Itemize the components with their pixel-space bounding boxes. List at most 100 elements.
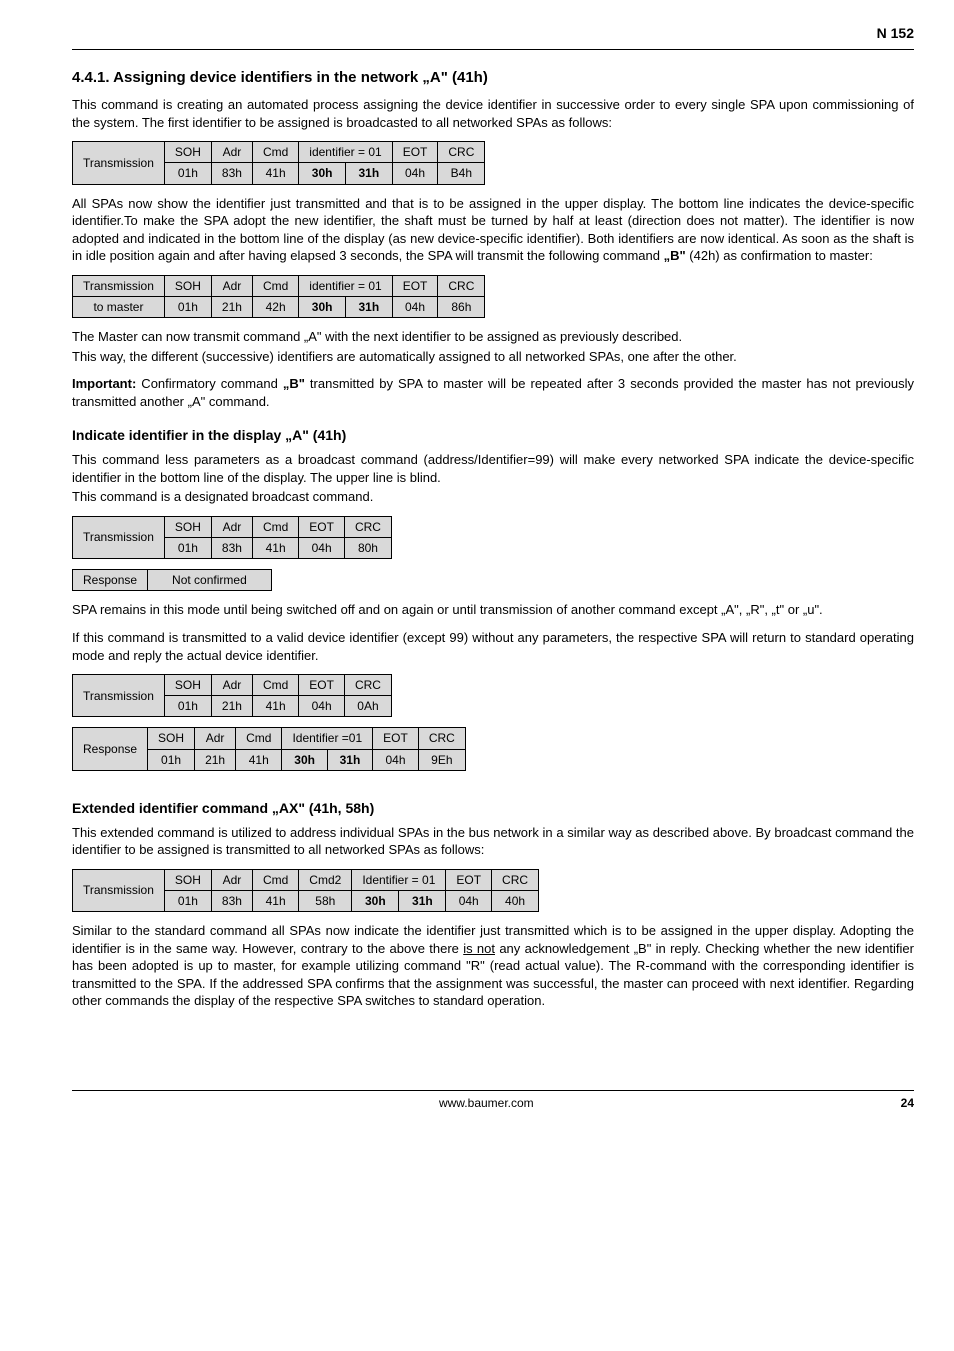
s441-para4: This way, the different (successive) ide… <box>72 348 914 366</box>
cell: 04h <box>392 296 438 317</box>
cell: Cmd <box>252 275 298 296</box>
cell: Transmission <box>73 675 165 717</box>
extended-para2: Similar to the standard command all SPAs… <box>72 922 914 1010</box>
cell: 41h <box>236 749 282 770</box>
cell: 86h <box>438 296 485 317</box>
cell: 0Ah <box>344 696 391 717</box>
cell: CRC <box>344 675 391 696</box>
cell: CRC <box>492 869 539 890</box>
cell: Transmission <box>73 142 165 184</box>
cell: 41h <box>252 538 298 559</box>
cell: 41h <box>252 696 298 717</box>
extended-para1: This extended command is utilized to add… <box>72 824 914 859</box>
cell: 31h <box>345 163 392 184</box>
cell: 01h <box>164 891 211 912</box>
cell: Not confirmed <box>148 570 272 591</box>
cell: 01h <box>164 163 211 184</box>
cell: to master <box>73 296 165 317</box>
cell: 30h <box>299 296 346 317</box>
text-bold: Important: <box>72 376 136 391</box>
cell: 83h <box>211 538 252 559</box>
extended-table1: Transmission SOH Adr Cmd Cmd2 Identifier… <box>72 869 539 912</box>
cell: SOH <box>164 142 211 163</box>
cell: 04h <box>373 749 419 770</box>
s441-para5: Important: Confirmatory command „B" tran… <box>72 375 914 410</box>
cell: 01h <box>164 696 211 717</box>
cell: 04h <box>392 163 438 184</box>
top-rule <box>72 49 914 50</box>
footer-page: 24 <box>901 1095 914 1111</box>
cell: EOT <box>299 675 345 696</box>
cell: Adr <box>211 142 252 163</box>
cell: 30h <box>299 163 346 184</box>
cell: 83h <box>211 163 252 184</box>
cell: Transmission <box>73 516 165 558</box>
cell: CRC <box>438 275 485 296</box>
cell: 04h <box>446 891 492 912</box>
cell: 80h <box>344 538 391 559</box>
cell: SOH <box>164 675 211 696</box>
text-bold: „B" <box>283 376 305 391</box>
cell: EOT <box>446 869 492 890</box>
cell: Identifier =01 <box>282 728 373 749</box>
footer: www.baumer.com 24 <box>72 1090 914 1111</box>
section-441-heading: 4.4.1. Assigning device identifiers in t… <box>72 68 914 88</box>
s441-para2: All SPAs now show the identifier just tr… <box>72 195 914 265</box>
cell: SOH <box>164 516 211 537</box>
page-number: N 152 <box>72 24 914 43</box>
s441-table1: Transmission SOH Adr Cmd identifier = 01… <box>72 141 485 184</box>
cell: 31h <box>345 296 392 317</box>
indicate-table2: Response Not confirmed <box>72 569 272 591</box>
cell: 41h <box>252 163 298 184</box>
cell: identifier = 01 <box>299 275 392 296</box>
indicate-heading: Indicate identifier in the display „A" (… <box>72 426 914 445</box>
extended-heading: Extended identifier command „AX" (41h, 5… <box>72 799 914 818</box>
text: (42h) as confirmation to master: <box>686 248 873 263</box>
cell: 9Eh <box>418 749 465 770</box>
indicate-para1: This command less parameters as a broadc… <box>72 451 914 486</box>
cell: Cmd <box>236 728 282 749</box>
s441-para1: This command is creating an automated pr… <box>72 96 914 131</box>
text-bold: „B" <box>664 248 686 263</box>
cell: Cmd <box>252 869 298 890</box>
cell: Cmd <box>252 516 298 537</box>
cell: B4h <box>438 163 485 184</box>
cell: Response <box>73 728 148 770</box>
indicate-para2: SPA remains in this mode until being swi… <box>72 601 914 619</box>
indicate-table4: Response SOH Adr Cmd Identifier =01 EOT … <box>72 727 466 770</box>
text: Confirmatory command <box>136 376 283 391</box>
cell: Identifier = 01 <box>352 869 446 890</box>
cell: CRC <box>438 142 485 163</box>
cell: Adr <box>211 675 252 696</box>
indicate-para3: If this command is transmitted to a vali… <box>72 629 914 664</box>
cell: 42h <box>252 296 298 317</box>
cell: CRC <box>418 728 465 749</box>
cell: 04h <box>299 696 345 717</box>
cell: 21h <box>195 749 236 770</box>
cell: 31h <box>327 749 372 770</box>
cell: 01h <box>148 749 195 770</box>
cell: SOH <box>148 728 195 749</box>
footer-url: www.baumer.com <box>439 1095 534 1111</box>
cell: Cmd <box>252 675 298 696</box>
cell: Transmission <box>73 275 165 296</box>
cell: 83h <box>211 891 252 912</box>
indicate-para1b: This command is a designated broadcast c… <box>72 488 914 506</box>
cell: Cmd2 <box>299 869 352 890</box>
cell: SOH <box>164 275 211 296</box>
cell: Response <box>73 570 148 591</box>
cell: 31h <box>399 891 446 912</box>
cell: Transmission <box>73 869 165 911</box>
cell: 21h <box>211 696 252 717</box>
cell: 41h <box>252 891 298 912</box>
cell: EOT <box>392 142 438 163</box>
cell: 01h <box>164 538 211 559</box>
cell: 30h <box>282 749 327 770</box>
cell: 40h <box>492 891 539 912</box>
cell: EOT <box>299 516 345 537</box>
cell: SOH <box>164 869 211 890</box>
cell: CRC <box>344 516 391 537</box>
cell: Adr <box>211 869 252 890</box>
cell: 21h <box>211 296 252 317</box>
cell: 58h <box>299 891 352 912</box>
